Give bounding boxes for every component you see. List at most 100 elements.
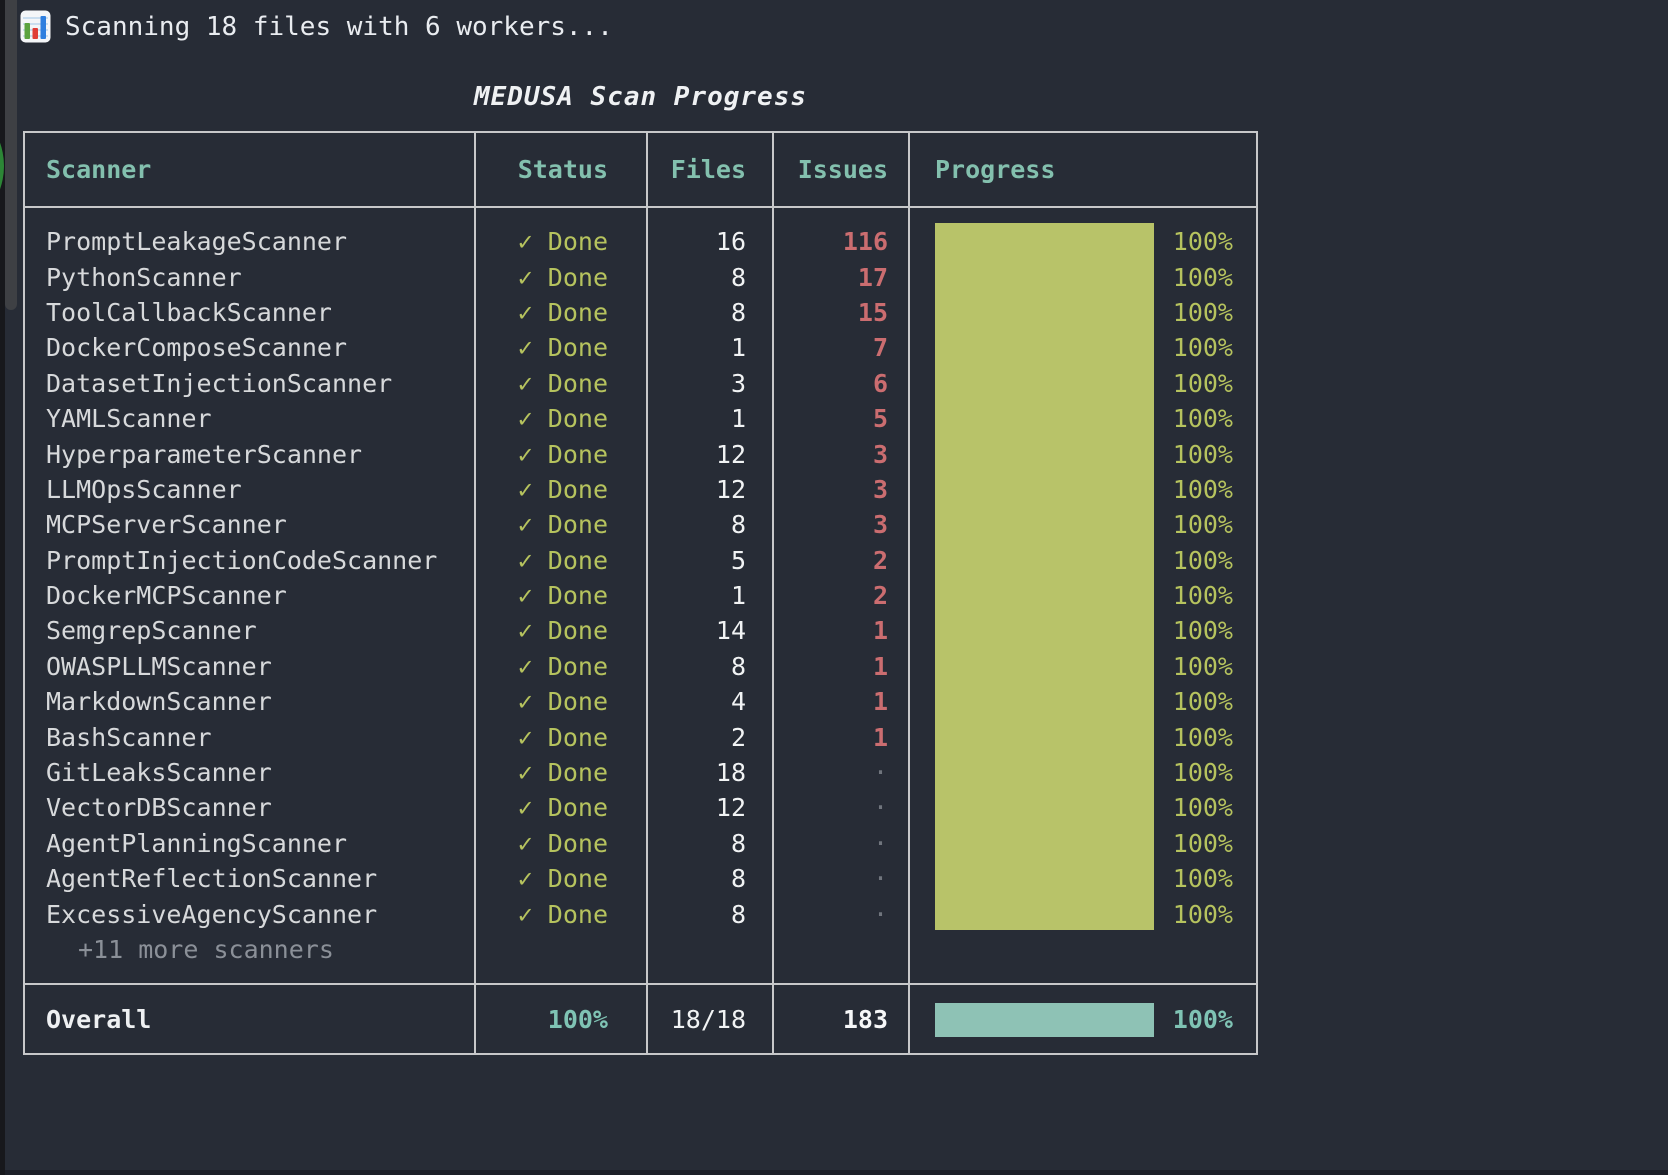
scanner-name: ToolCallbackScanner bbox=[46, 297, 332, 327]
scanner-name: DockerMCPScanner bbox=[46, 581, 287, 611]
column-divider bbox=[772, 133, 774, 1053]
scanner-name: OWASPLLMScanner bbox=[46, 651, 272, 681]
overall-issues-value: 183 bbox=[842, 1004, 888, 1034]
table-row: MCPServerScanner ✓ Done 8 3 100% bbox=[25, 507, 1256, 542]
table-row: OWASPLLMScanner ✓ Done 8 1 100% bbox=[25, 649, 1256, 684]
screen-bottom-edge bbox=[0, 1170, 1668, 1175]
progress-percent: 100% bbox=[1172, 227, 1233, 257]
issues-count: · bbox=[872, 793, 888, 823]
overall-row: Overall 100% 18/18 183 100% bbox=[25, 985, 1256, 1053]
overall-divider bbox=[25, 983, 1256, 985]
overall-label: Overall bbox=[46, 1004, 152, 1034]
column-header-scanner: Scanner bbox=[46, 155, 152, 184]
table-row: DockerComposeScanner ✓ Done 1 7 100% bbox=[25, 330, 1256, 365]
overall-files-value: 18/18 bbox=[670, 1004, 746, 1034]
scan-status-text: Scanning 18 files with 6 workers... bbox=[65, 11, 613, 42]
table-row: MarkdownScanner ✓ Done 4 1 100% bbox=[25, 684, 1256, 719]
scanner-name: SemgrepScanner bbox=[46, 616, 257, 646]
column-header-status: Status bbox=[517, 155, 608, 184]
issues-count: 1 bbox=[872, 722, 888, 752]
status-done: ✓ Done bbox=[517, 333, 608, 363]
files-count: 16 bbox=[715, 227, 746, 257]
files-count: 18 bbox=[715, 758, 746, 788]
files-count: 1 bbox=[730, 581, 746, 611]
files-count: 8 bbox=[730, 651, 746, 681]
scanner-name: PythonScanner bbox=[46, 262, 242, 292]
column-divider bbox=[646, 133, 648, 1053]
issues-count: · bbox=[872, 899, 888, 929]
issues-count: · bbox=[872, 828, 888, 858]
status-done: ✓ Done bbox=[517, 899, 608, 929]
more-scanners-row: +11 more scanners bbox=[78, 935, 334, 964]
table-row: ToolCallbackScanner ✓ Done 8 15 100% bbox=[25, 295, 1256, 330]
status-done: ✓ Done bbox=[517, 368, 608, 398]
progress-percent: 100% bbox=[1172, 368, 1233, 398]
files-count: 12 bbox=[715, 439, 746, 469]
scanner-name: YAMLScanner bbox=[46, 404, 212, 434]
status-done: ✓ Done bbox=[517, 297, 608, 327]
issues-count: 3 bbox=[872, 510, 888, 540]
issues-count: 3 bbox=[872, 439, 888, 469]
scanner-name: DatasetInjectionScanner bbox=[46, 368, 393, 398]
column-header-progress: Progress bbox=[935, 155, 1056, 184]
status-done: ✓ Done bbox=[517, 404, 608, 434]
scanner-name: MCPServerScanner bbox=[46, 510, 287, 540]
bar-chart-icon bbox=[20, 10, 51, 43]
scanner-name: VectorDBScanner bbox=[46, 793, 272, 823]
progress-percent: 100% bbox=[1172, 439, 1233, 469]
files-count: 8 bbox=[730, 262, 746, 292]
files-count: 12 bbox=[715, 474, 746, 504]
scanner-name: AgentReflectionScanner bbox=[46, 864, 378, 894]
scanner-name: GitLeaksScanner bbox=[46, 758, 272, 788]
progress-percent: 100% bbox=[1172, 899, 1233, 929]
progress-percent: 100% bbox=[1172, 758, 1233, 788]
table-row: GitLeaksScanner ✓ Done 18 · 100% bbox=[25, 755, 1256, 790]
issues-count: · bbox=[872, 758, 888, 788]
screen-left-edge bbox=[0, 0, 5, 1175]
files-count: 1 bbox=[730, 333, 746, 363]
status-done: ✓ Done bbox=[517, 510, 608, 540]
files-count: 2 bbox=[730, 722, 746, 752]
table-row: DatasetInjectionScanner ✓ Done 3 6 100% bbox=[25, 366, 1256, 401]
table-row: PythonScanner ✓ Done 8 17 100% bbox=[25, 259, 1256, 294]
status-done: ✓ Done bbox=[517, 793, 608, 823]
progress-percent: 100% bbox=[1172, 581, 1233, 611]
table-row: PromptLeakageScanner ✓ Done 16 116 100% bbox=[25, 224, 1256, 259]
issues-count: 15 bbox=[857, 297, 888, 327]
progress-percent: 100% bbox=[1172, 474, 1233, 504]
status-done: ✓ Done bbox=[517, 864, 608, 894]
status-done: ✓ Done bbox=[517, 687, 608, 717]
files-count: 5 bbox=[730, 545, 746, 575]
issues-count: 2 bbox=[872, 581, 888, 611]
files-count: 14 bbox=[715, 616, 746, 646]
scanner-name: MarkdownScanner bbox=[46, 687, 272, 717]
issues-count: 5 bbox=[872, 404, 888, 434]
table-row: AgentPlanningScanner ✓ Done 8 · 100% bbox=[25, 826, 1256, 861]
status-done: ✓ Done bbox=[517, 616, 608, 646]
table-row: LLMOpsScanner ✓ Done 12 3 100% bbox=[25, 472, 1256, 507]
issues-count: 2 bbox=[872, 545, 888, 575]
table-row: SemgrepScanner ✓ Done 14 1 100% bbox=[25, 613, 1256, 648]
files-count: 3 bbox=[730, 368, 746, 398]
status-done: ✓ Done bbox=[517, 227, 608, 257]
status-done: ✓ Done bbox=[517, 545, 608, 575]
files-count: 8 bbox=[730, 828, 746, 858]
progress-percent: 100% bbox=[1172, 510, 1233, 540]
table-header-row: Scanner Status Files Issues Progress bbox=[25, 133, 1256, 206]
files-count: 8 bbox=[730, 510, 746, 540]
progress-percent: 100% bbox=[1172, 651, 1233, 681]
issues-count: · bbox=[872, 864, 888, 894]
scanner-name: ExcessiveAgencyScanner bbox=[46, 899, 378, 929]
status-done: ✓ Done bbox=[517, 581, 608, 611]
background-green-circle bbox=[0, 96, 4, 236]
column-divider bbox=[908, 133, 910, 1053]
issues-count: 17 bbox=[857, 262, 888, 292]
scanner-name: PromptLeakageScanner bbox=[46, 227, 348, 257]
issues-count: 3 bbox=[872, 474, 888, 504]
files-count: 8 bbox=[730, 864, 746, 894]
files-count: 4 bbox=[730, 687, 746, 717]
progress-percent: 100% bbox=[1172, 545, 1233, 575]
issues-count: 116 bbox=[842, 227, 888, 257]
table-row: YAMLScanner ✓ Done 1 5 100% bbox=[25, 401, 1256, 436]
